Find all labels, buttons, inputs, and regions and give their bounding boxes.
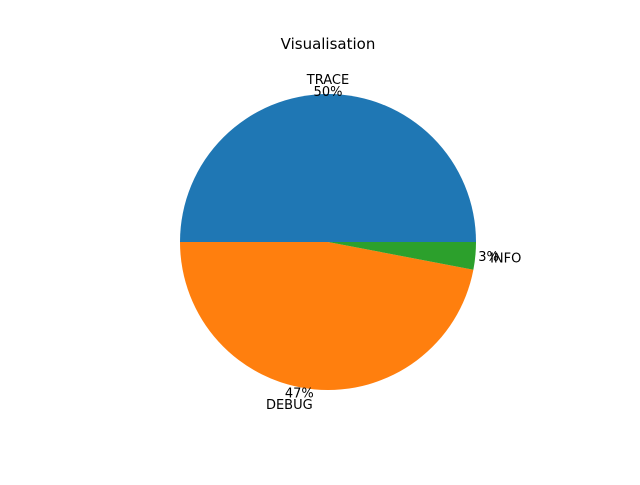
slice-percent-debug: 47% [285, 386, 314, 401]
slice-label-info: INFO [490, 251, 521, 266]
pie-slice-trace [180, 94, 476, 242]
pie-slices [180, 94, 476, 391]
slice-label-trace: TRACE [306, 73, 349, 88]
chart-title: Visualisation [281, 35, 376, 53]
pie-slice-debug [180, 242, 474, 391]
slice-label-debug: DEBUG [266, 398, 313, 413]
slice-percent-trace: 50% [314, 85, 343, 100]
slice-percent-info: 3% [478, 250, 499, 265]
pie-slice-info [328, 242, 476, 270]
